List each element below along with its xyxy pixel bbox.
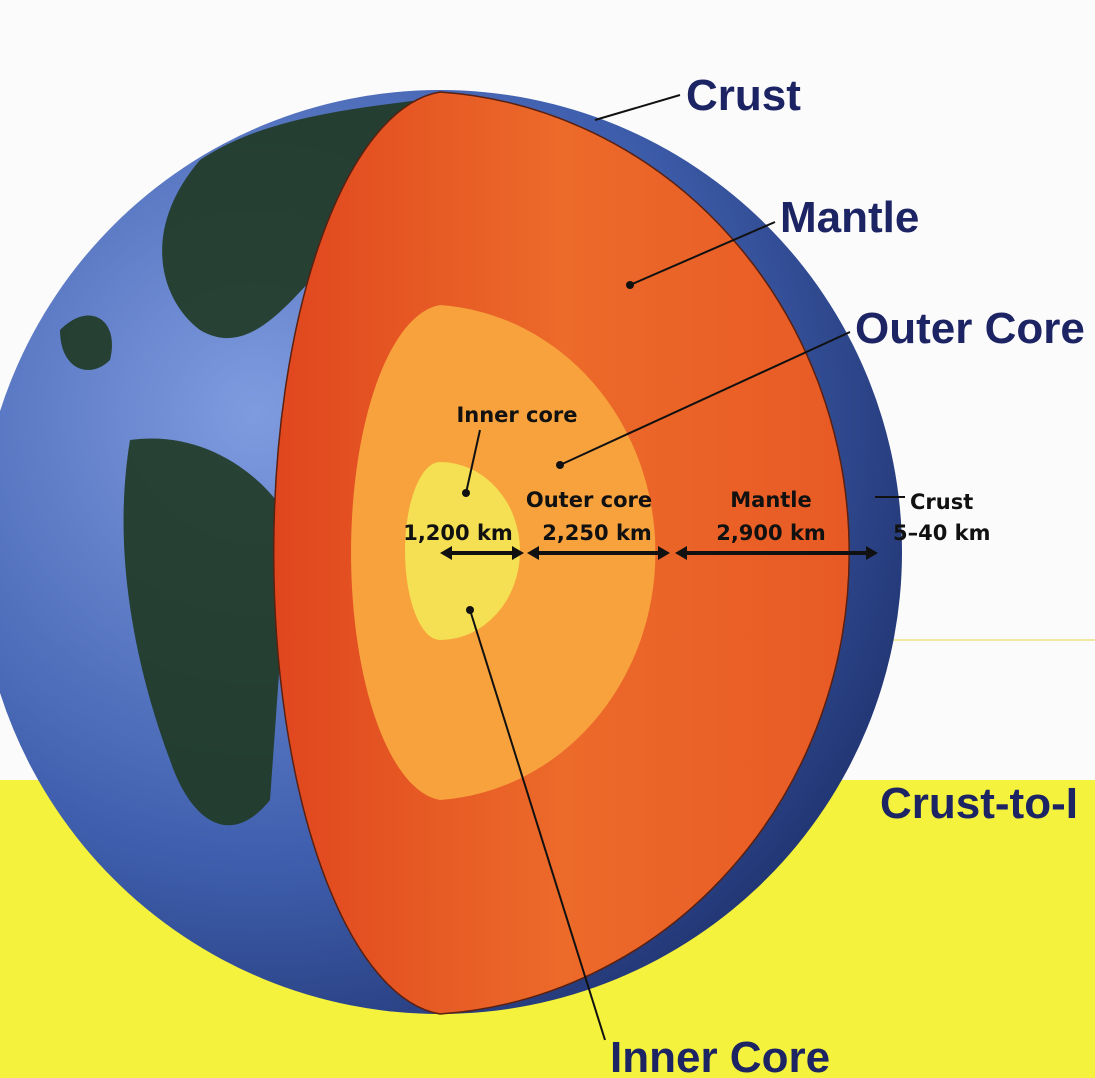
banner: Crust-to-I (880, 779, 1078, 828)
inset-label: Mantle (730, 488, 812, 512)
label: Inner Core (610, 1033, 830, 1078)
inset-label: Outer core (526, 488, 652, 512)
leader (595, 95, 680, 120)
inset-label: Crust (910, 490, 973, 514)
measurement: 2,250 km (542, 521, 652, 545)
label: Mantle (780, 193, 919, 242)
measurement: 2,900 km (716, 521, 826, 545)
measurement: 5–40 km (893, 521, 991, 545)
label: Crust (686, 71, 801, 120)
page: Crust Mantle Outer Core Inner Core Crust… (0, 0, 1095, 1078)
inset-label: Inner core (456, 403, 577, 427)
label: Outer Core (855, 304, 1085, 353)
measurement: 1,200 km (403, 521, 513, 545)
diagram: Crust Mantle Outer Core Inner Core Crust… (0, 0, 1095, 1078)
